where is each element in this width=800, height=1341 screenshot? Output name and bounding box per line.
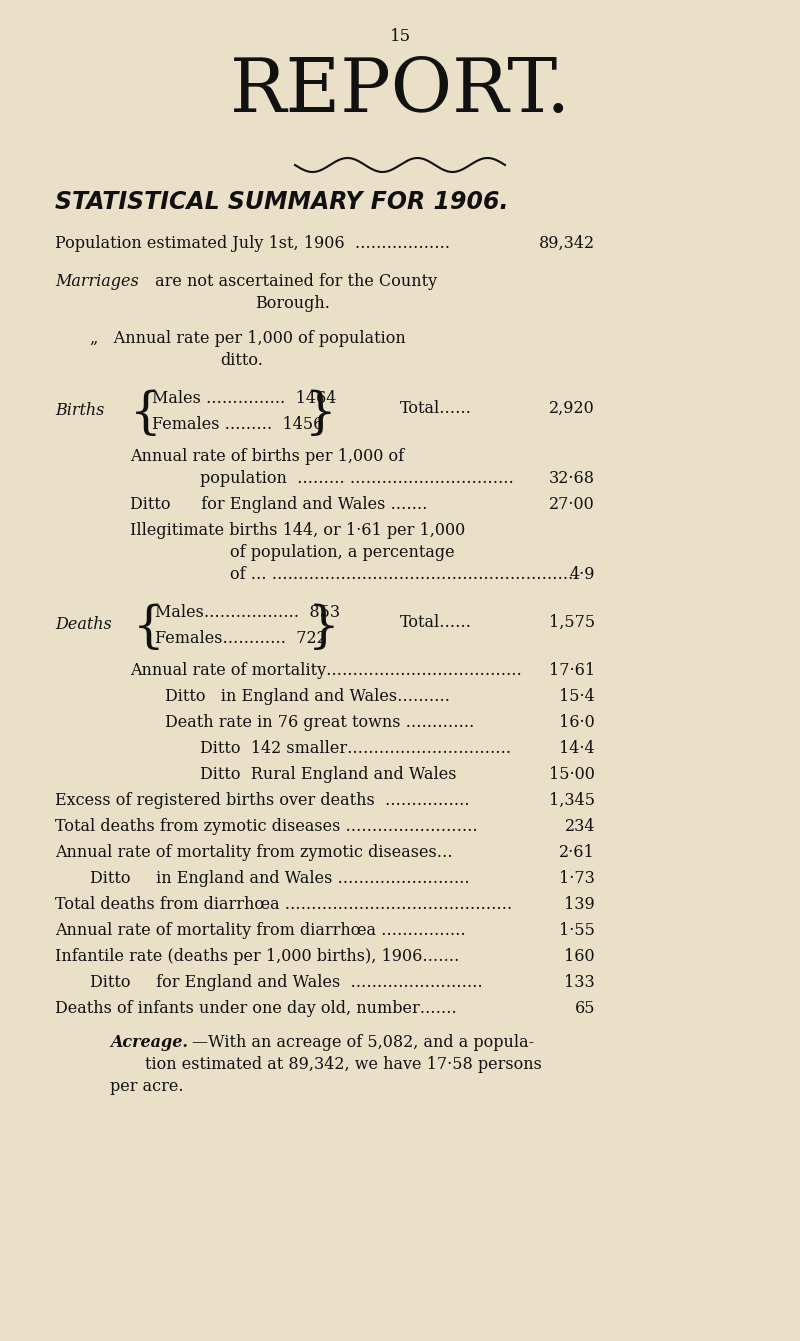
Text: }: } [308, 603, 340, 653]
Text: REPORT.: REPORT. [230, 55, 570, 127]
Text: Ditto   in England and Wales……….: Ditto in England and Wales………. [165, 688, 450, 705]
Text: 4·9: 4·9 [570, 566, 595, 583]
Text: of population, a percentage: of population, a percentage [230, 544, 454, 561]
Text: {: { [133, 603, 165, 653]
Text: ditto.: ditto. [220, 351, 263, 369]
Text: 89,342: 89,342 [539, 235, 595, 252]
Text: Ditto     in England and Wales …………………….: Ditto in England and Wales ……………………. [90, 870, 470, 886]
Text: Annual rate of mortality from diarrhœa …………….: Annual rate of mortality from diarrhœa …… [55, 923, 466, 939]
Text: Ditto      for England and Wales …….: Ditto for England and Wales ……. [130, 496, 427, 514]
Text: 17·61: 17·61 [549, 662, 595, 679]
Text: Females ………  1456: Females ……… 1456 [152, 416, 323, 433]
Text: 1·73: 1·73 [559, 870, 595, 886]
Text: Illegitimate births 144, or 1·61 per 1,000: Illegitimate births 144, or 1·61 per 1,0… [130, 522, 466, 539]
Text: Annual rate of mortality……………………………….: Annual rate of mortality………………………………. [130, 662, 522, 679]
Text: Acreage.: Acreage. [110, 1034, 188, 1051]
Text: 32·68: 32·68 [549, 469, 595, 487]
Text: Ditto     for England and Wales  …………………….: Ditto for England and Wales ……………………. [90, 974, 482, 991]
Text: {: { [130, 389, 162, 439]
Text: Annual rate of births per 1,000 of: Annual rate of births per 1,000 of [130, 448, 404, 465]
Text: 234: 234 [565, 818, 595, 835]
Text: Females…………  722: Females………… 722 [155, 630, 326, 646]
Text: 27·00: 27·00 [550, 496, 595, 514]
Text: 15·4: 15·4 [559, 688, 595, 705]
Text: population  ……… ………………………….: population ……… …………………………. [200, 469, 514, 487]
Text: Excess of registered births over deaths  …………….: Excess of registered births over deaths … [55, 793, 470, 809]
Text: 139: 139 [564, 896, 595, 913]
Text: STATISTICAL SUMMARY FOR 1906.: STATISTICAL SUMMARY FOR 1906. [55, 190, 509, 215]
Text: 15·00: 15·00 [549, 766, 595, 783]
Text: 2·61: 2·61 [559, 843, 595, 861]
Text: 16·0: 16·0 [559, 713, 595, 731]
Text: 2,920: 2,920 [550, 400, 595, 417]
Text: Death rate in 76 great towns ………….: Death rate in 76 great towns …………. [165, 713, 474, 731]
Text: 133: 133 [564, 974, 595, 991]
Text: 65: 65 [574, 1000, 595, 1016]
Text: Males ……………  1464: Males …………… 1464 [152, 390, 336, 408]
Text: „   Annual rate per 1,000 of population: „ Annual rate per 1,000 of population [90, 330, 406, 347]
Text: 1,345: 1,345 [549, 793, 595, 809]
Text: Marriages: Marriages [55, 274, 138, 290]
Text: Ditto  Rural England and Wales: Ditto Rural England and Wales [200, 766, 457, 783]
Text: Ditto  142 smaller………………………….: Ditto 142 smaller…………………………. [200, 740, 511, 758]
Text: Infantile rate (deaths per 1,000 births), 1906…….: Infantile rate (deaths per 1,000 births)… [55, 948, 459, 966]
Text: Annual rate of mortality from zymotic diseases…: Annual rate of mortality from zymotic di… [55, 843, 453, 861]
Text: }: } [305, 389, 337, 439]
Text: Total deaths from diarrhœa …………………………………….: Total deaths from diarrhœa …………………………………… [55, 896, 512, 913]
Text: per acre.: per acre. [110, 1078, 183, 1096]
Text: 1,575: 1,575 [549, 614, 595, 632]
Text: Deaths: Deaths [55, 616, 112, 633]
Text: Males………………  853: Males……………… 853 [155, 603, 340, 621]
Text: Births: Births [55, 402, 104, 418]
Text: Total deaths from zymotic diseases …………………….: Total deaths from zymotic diseases ……………… [55, 818, 478, 835]
Text: 1·55: 1·55 [559, 923, 595, 939]
Text: Population estimated July 1st, 1906  ………………: Population estimated July 1st, 1906 …………… [55, 235, 450, 252]
Text: Total……: Total…… [400, 400, 472, 417]
Text: tion estimated at 89,342, we have 17·58 persons: tion estimated at 89,342, we have 17·58 … [145, 1055, 542, 1073]
Text: 14·4: 14·4 [559, 740, 595, 758]
Text: of … ………………………………………………….: of … …………………………………………………. [230, 566, 578, 583]
Text: are not ascertained for the County: are not ascertained for the County [150, 274, 437, 290]
Text: Total……: Total…… [400, 614, 472, 632]
Text: Deaths of infants under one day old, number…….: Deaths of infants under one day old, num… [55, 1000, 457, 1016]
Text: 160: 160 [564, 948, 595, 966]
Text: —With an acreage of 5,082, and a popula-: —With an acreage of 5,082, and a popula- [192, 1034, 534, 1051]
Text: Borough.: Borough. [255, 295, 330, 312]
Text: 15: 15 [390, 28, 410, 46]
